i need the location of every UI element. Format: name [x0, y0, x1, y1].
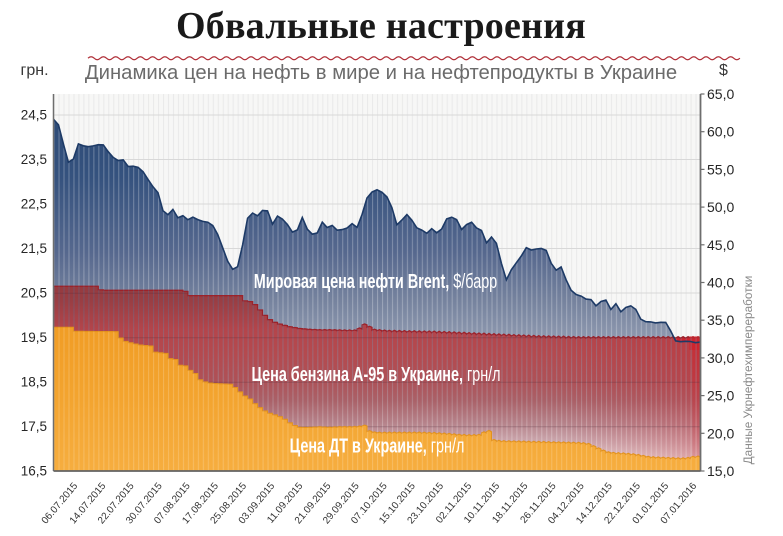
svg-text:19,5: 19,5 — [21, 330, 47, 345]
svg-text:40,0: 40,0 — [707, 275, 734, 291]
svg-text:16,5: 16,5 — [21, 464, 47, 479]
svg-text:55,0: 55,0 — [707, 161, 734, 177]
svg-text:18,5: 18,5 — [21, 375, 47, 390]
svg-text:$: $ — [719, 62, 728, 79]
svg-text:65,0: 65,0 — [707, 86, 734, 102]
svg-text:грн.: грн. — [21, 62, 49, 79]
svg-text:Обвальные настроения: Обвальные настроения — [176, 5, 586, 47]
svg-text:20,5: 20,5 — [21, 286, 47, 301]
svg-text:24,5: 24,5 — [21, 108, 47, 123]
svg-text:30,0: 30,0 — [707, 350, 734, 366]
svg-text:Цена ДТ в Украине, грн/л: Цена ДТ в Украине, грн/л — [290, 434, 465, 457]
svg-text:60,0: 60,0 — [707, 124, 734, 140]
svg-text:20,0: 20,0 — [707, 425, 734, 441]
svg-text:Динамика цен на нефть в мире и: Динамика цен на нефть в мире и на нефтеп… — [85, 62, 677, 84]
svg-text:Мировая цена нефти Brent, $/ба: Мировая цена нефти Brent, $/барр — [254, 270, 497, 293]
svg-text:Данные Укрнефтехимпереработки: Данные Укрнефтехимпереработки — [741, 276, 755, 465]
svg-text:45,0: 45,0 — [707, 237, 734, 253]
svg-text:Цена бензина А-95 в Украине, г: Цена бензина А-95 в Украине, грн/л — [251, 363, 500, 386]
svg-text:15,0: 15,0 — [707, 463, 734, 479]
svg-text:22,5: 22,5 — [21, 197, 47, 212]
svg-text:35,0: 35,0 — [707, 312, 734, 328]
svg-text:21,5: 21,5 — [21, 241, 47, 256]
svg-text:17,5: 17,5 — [21, 419, 47, 434]
svg-text:25,0: 25,0 — [707, 388, 734, 404]
svg-text:23,5: 23,5 — [21, 152, 47, 167]
svg-text:50,0: 50,0 — [707, 199, 734, 215]
